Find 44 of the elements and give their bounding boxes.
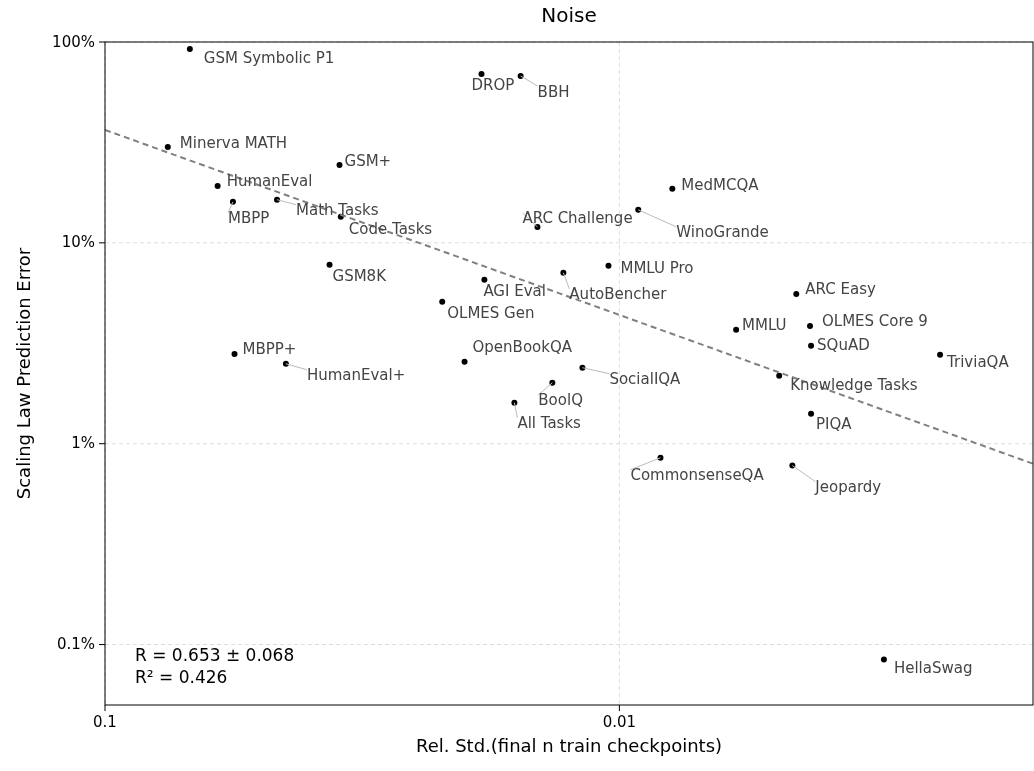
annotation: AGI Eval (483, 282, 546, 301)
annotation: R = 0.653 ± 0.068 (135, 645, 295, 665)
annotation: Jeopardy (814, 478, 882, 497)
annotation: SocialIQA (609, 370, 682, 389)
annotation: TriviaQA (946, 353, 1010, 372)
annotation: Minerva MATH (179, 133, 288, 152)
annotation: Code Tasks (348, 220, 433, 239)
annotation: MBPP (227, 209, 270, 228)
x-axis-title: Rel. Std.(final n train checkpoints) (415, 735, 723, 756)
annotation: GSM+ (344, 151, 392, 170)
annotation: BoolQ (538, 391, 583, 410)
annotation: CommonsenseQA (630, 466, 765, 485)
annotation: All Tasks (517, 414, 582, 433)
annotation: HumanEval+ (306, 366, 406, 385)
annotation: MMLU (742, 316, 787, 335)
annotation: MMLU Pro (620, 259, 694, 278)
annotation: PIQA (816, 415, 853, 434)
annotation: WinoGrande (676, 223, 769, 242)
annotation: OpenBookQA (472, 338, 573, 357)
annotation: BBH (537, 82, 570, 101)
annotation: ARC Easy (805, 280, 876, 299)
annotation: OLMES Gen (447, 304, 535, 323)
y-tick-label: 100% (52, 32, 95, 51)
annotation: SQuAD (817, 336, 870, 355)
annotation: GSM Symbolic P1 (203, 49, 335, 68)
y-axis-title: Scaling Law Prediction Error (13, 247, 34, 500)
annotation: DROP (471, 76, 515, 95)
annotation: Knowledge Tasks (790, 376, 918, 395)
annotation: AutoBencher (569, 285, 668, 304)
y-tick-label: 0.1% (56, 635, 95, 654)
annotation: HumanEval (226, 172, 313, 191)
annotation: ARC Challenge (522, 209, 633, 228)
x-tick-label: 0.1 (93, 713, 117, 731)
annotation: MBPP+ (242, 340, 297, 359)
annotation: OLMES Core 9 (822, 312, 928, 331)
x-tick-label: 0.01 (602, 713, 637, 731)
annotation: GSM8K (332, 267, 388, 286)
chart-title: Noise (541, 3, 597, 27)
annotation: Math Tasks (296, 201, 379, 220)
y-tick-label: 10% (61, 233, 95, 252)
annotation: HellaSwag (893, 659, 973, 678)
annotation: R² = 0.426 (135, 667, 228, 687)
annotation: MedMCQA (681, 176, 760, 195)
y-tick-label: 1% (71, 434, 95, 453)
